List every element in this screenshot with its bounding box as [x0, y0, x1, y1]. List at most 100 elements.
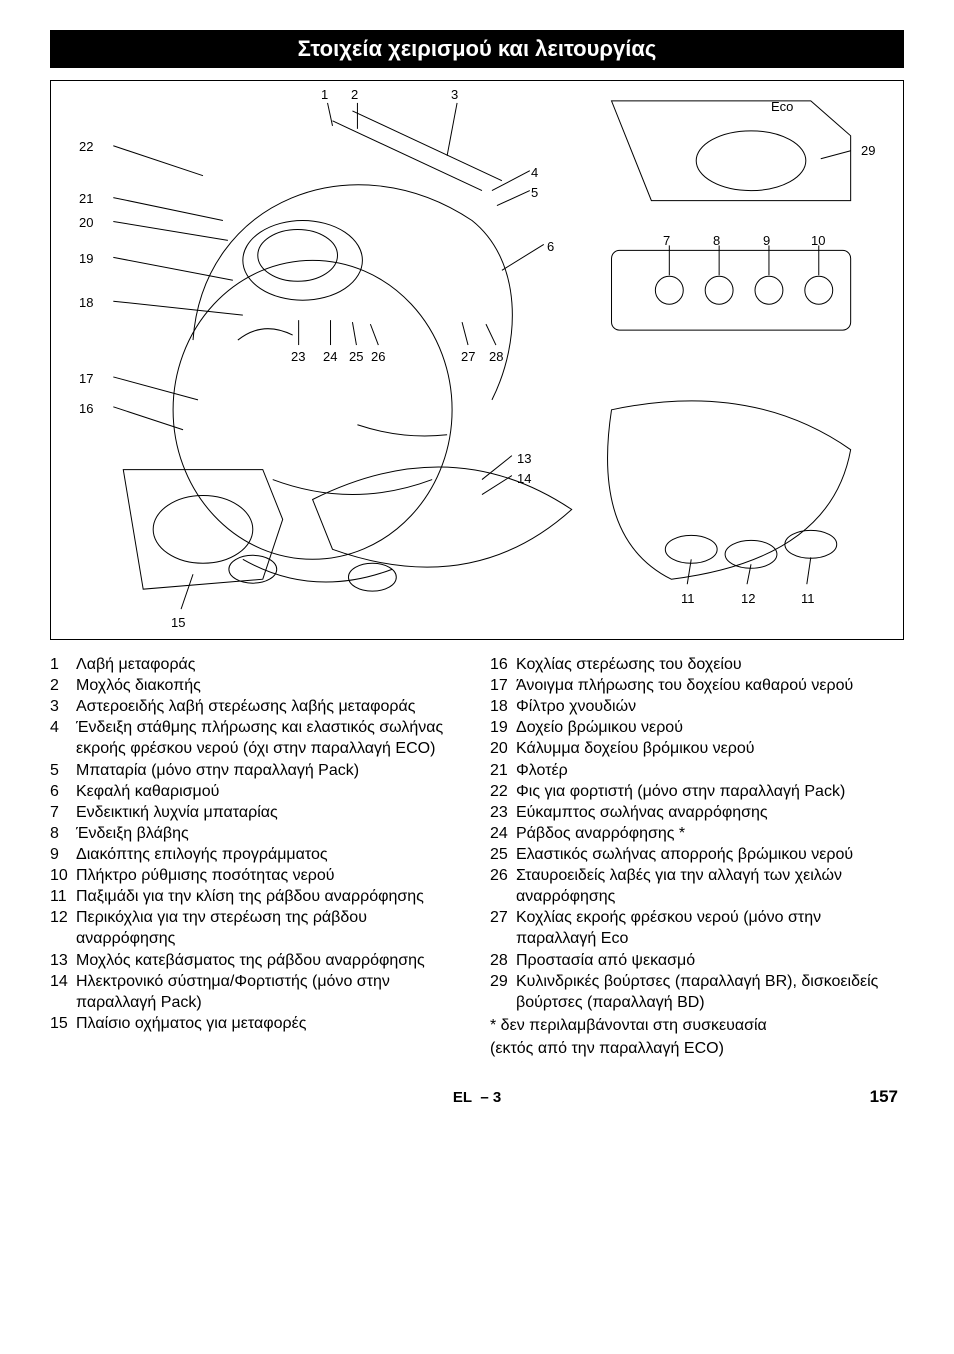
list-item: 17Άνοιγμα πλήρωσης του δοχείου καθαρού ν… [490, 675, 904, 696]
list-item-text: Προστασία από ψεκασμό [516, 950, 904, 971]
list-item: 1Λαβή μεταφοράς [50, 654, 464, 675]
list-item: 25Ελαστικός σωλήνας απορροής βρώμικου νε… [490, 844, 904, 865]
list-item-text: Ένδειξη στάθμης πλήρωσης και ελαστικός σ… [76, 717, 464, 759]
parts-list-left: 1Λαβή μεταφοράς2Μοχλός διακοπής3Αστεροει… [50, 654, 464, 1059]
product-diagram: 22212019181716123Eco29456789102324252627… [50, 80, 904, 640]
list-item-text: Κοχλίας εκροής φρέσκου νερού (μόνο στην … [516, 907, 904, 949]
diagram-callout: 3 [451, 87, 458, 102]
diagram-callout: 24 [323, 349, 337, 364]
list-item-text: Κυλινδρικές βούρτσες (παραλλαγή BR), δισ… [516, 971, 904, 1013]
footnote1: * δεν περιλαμβάνονται στη συσκευασία [490, 1015, 904, 1036]
list-item-number: 12 [50, 907, 76, 949]
list-item-number: 4 [50, 717, 76, 759]
diagram-callout: 11 [681, 591, 695, 606]
list-item: 4Ένδειξη στάθμης πλήρωσης και ελαστικός … [50, 717, 464, 759]
diagram-callout: 2 [351, 87, 358, 102]
list-item: 6Κεφαλή καθαρισμού [50, 781, 464, 802]
list-item-number: 25 [490, 844, 516, 865]
diagram-callout: 8 [713, 233, 720, 248]
list-item-number: 13 [50, 950, 76, 971]
list-item: 29Κυλινδρικές βούρτσες (παραλλαγή BR), δ… [490, 971, 904, 1013]
list-item-text: Κοχλίας στερέωσης του δοχείου [516, 654, 904, 675]
footer-page-number: 157 [838, 1087, 898, 1107]
list-item-number: 14 [50, 971, 76, 1013]
list-item-text: Αστεροειδής λαβή στερέωσης λαβής μεταφορ… [76, 696, 464, 717]
list-item-number: 22 [490, 781, 516, 802]
list-item-text: Δοχείο βρώμικου νερού [516, 717, 904, 738]
list-item: 28Προστασία από ψεκασμό [490, 950, 904, 971]
list-item: 12Περικόχλια για την στερέωση της ράβδου… [50, 907, 464, 949]
diagram-callout: 25 [349, 349, 363, 364]
diagram-callout: 26 [371, 349, 385, 364]
list-item-number: 2 [50, 675, 76, 696]
list-item: 8Ένδειξη βλάβης [50, 823, 464, 844]
diagram-callout: 23 [291, 349, 305, 364]
list-item-text: Ράβδος αναρρόφησης * [516, 823, 904, 844]
list-item-text: Μοχλός κατεβάσματος της ράβδου αναρρόφησ… [76, 950, 464, 971]
list-item: 10Πλήκτρο ρύθμισης ποσότητας νερού [50, 865, 464, 886]
list-item-number: 5 [50, 760, 76, 781]
list-item-text: Μπαταρία (μόνο στην παραλλαγή Pack) [76, 760, 464, 781]
list-item-text: Ηλεκτρονικό σύστημα/Φορτιστής (μόνο στην… [76, 971, 464, 1013]
list-item-text: Ενδεικτική λυχνία μπαταρίας [76, 802, 464, 823]
list-item-number: 9 [50, 844, 76, 865]
list-item-number: 18 [490, 696, 516, 717]
list-item-number: 26 [490, 865, 516, 907]
diagram-callout: Eco [771, 99, 793, 114]
list-item: 23Εύκαμπτος σωλήνας αναρρόφησης [490, 802, 904, 823]
diagram-callout: 12 [741, 591, 755, 606]
list-item-text: Φλοτέρ [516, 760, 904, 781]
list-item: 7Ενδεικτική λυχνία μπαταρίας [50, 802, 464, 823]
list-item: 24Ράβδος αναρρόφησης * [490, 823, 904, 844]
list-item: 21Φλοτέρ [490, 760, 904, 781]
list-item-number: 21 [490, 760, 516, 781]
list-item: 19Δοχείο βρώμικου νερού [490, 717, 904, 738]
list-item-text: Φίλτρο χνουδιών [516, 696, 904, 717]
list-item-text: Ένδειξη βλάβης [76, 823, 464, 844]
list-item-number: 27 [490, 907, 516, 949]
list-item-text: Εύκαμπτος σωλήνας αναρρόφησης [516, 802, 904, 823]
diagram-callout: 13 [517, 451, 531, 466]
list-item: 13Μοχλός κατεβάσματος της ράβδου αναρρόφ… [50, 950, 464, 971]
list-item: 15Πλαίσιο οχήματος για μεταφορές [50, 1013, 464, 1034]
diagram-callout: 6 [547, 239, 554, 254]
list-item: 27Κοχλίας εκροής φρέσκου νερού (μόνο στη… [490, 907, 904, 949]
list-item-text: Μοχλός διακοπής [76, 675, 464, 696]
list-item-number: 3 [50, 696, 76, 717]
list-item: 3Αστεροειδής λαβή στερέωσης λαβής μεταφο… [50, 696, 464, 717]
list-item-number: 15 [50, 1013, 76, 1034]
list-item: 26Σταυροειδείς λαβές για την αλλαγή των … [490, 865, 904, 907]
diagram-callout: 19 [79, 251, 93, 266]
list-item-number: 20 [490, 738, 516, 759]
list-item-text: Άνοιγμα πλήρωσης του δοχείου καθαρού νερ… [516, 675, 904, 696]
list-item: 2Μοχλός διακοπής [50, 675, 464, 696]
list-item-text: Σταυροειδείς λαβές για την αλλαγή των χε… [516, 865, 904, 907]
list-item: 20Κάλυμμα δοχείου βρόμικου νερού [490, 738, 904, 759]
list-item-number: 7 [50, 802, 76, 823]
list-item: 16Κοχλίας στερέωσης του δοχείου [490, 654, 904, 675]
list-item: 9Διακόπτης επιλογής προγράμματος [50, 844, 464, 865]
list-item-text: Λαβή μεταφοράς [76, 654, 464, 675]
list-item-number: 29 [490, 971, 516, 1013]
diagram-callout: 16 [79, 401, 93, 416]
diagram-callout: 5 [531, 185, 538, 200]
list-item-number: 10 [50, 865, 76, 886]
list-item-number: 6 [50, 781, 76, 802]
diagram-callout: 27 [461, 349, 475, 364]
diagram-callout: 28 [489, 349, 503, 364]
diagram-callout: 17 [79, 371, 93, 386]
list-item: 18Φίλτρο χνουδιών [490, 696, 904, 717]
diagram-callout: 4 [531, 165, 538, 180]
list-item-number: 1 [50, 654, 76, 675]
list-item-text: Πλαίσιο οχήματος για μεταφορές [76, 1013, 464, 1034]
list-item-number: 17 [490, 675, 516, 696]
footnote2: (εκτός από την παραλλαγή ECO) [490, 1038, 904, 1059]
diagram-callout: 9 [763, 233, 770, 248]
page-footer: EL – 3 157 [50, 1087, 904, 1107]
list-item: 11Παξιμάδι για την κλίση της ράβδου αναρ… [50, 886, 464, 907]
diagram-callout: 21 [79, 191, 93, 206]
list-item-text: Ελαστικός σωλήνας απορροής βρώμικου νερο… [516, 844, 904, 865]
list-item-text: Διακόπτης επιλογής προγράμματος [76, 844, 464, 865]
parts-list: 1Λαβή μεταφοράς2Μοχλός διακοπής3Αστεροει… [50, 654, 904, 1059]
list-item-number: 24 [490, 823, 516, 844]
